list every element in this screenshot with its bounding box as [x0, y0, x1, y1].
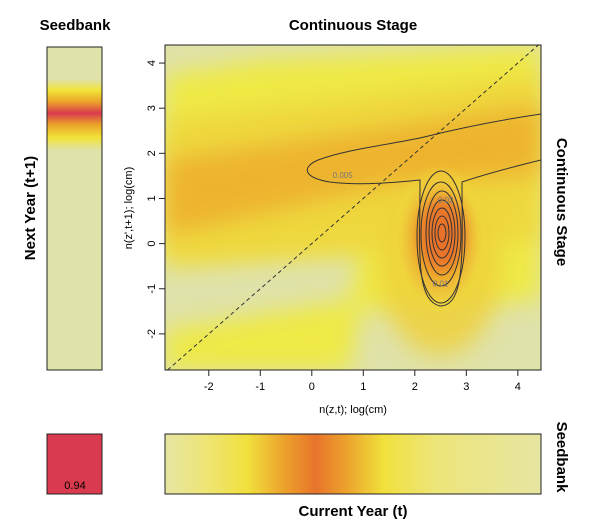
main-ylabel: n(z',t+1); log(cm) [123, 167, 135, 249]
contour-level-2 [416, 170, 466, 304]
x-tick-label: -2 [204, 381, 214, 393]
continuous-top-title: Continuous Stage [289, 17, 417, 34]
y-tick-label: -2 [146, 329, 158, 339]
x-tick-label: 4 [515, 381, 521, 393]
y-tick-label: 3 [146, 105, 158, 111]
seedbank-row-panel [164, 433, 542, 495]
main-xlabel: n(z,t); log(cm) [319, 404, 387, 416]
contour-lines [306, 113, 541, 307]
x-tick-label: 1 [360, 381, 366, 393]
y-tick-label: 4 [146, 60, 158, 66]
y-axis: -2 -1 0 1 2 3 4 [146, 60, 165, 339]
y-tick-label: 1 [146, 195, 158, 201]
contour-level-6 [431, 207, 453, 259]
heatmap-band-core [165, 105, 541, 235]
identity-line [167, 45, 539, 370]
y-tick-label: -1 [146, 284, 158, 294]
x-axis: -2 -1 0 1 2 3 4 [204, 370, 521, 393]
seedbank-cell [46, 433, 103, 495]
contour-level-8 [437, 223, 447, 243]
contour-labels: 0.005 0.02 0.01 [333, 171, 454, 288]
seedbank-column-panel [46, 46, 103, 371]
x-tick-label: -1 [255, 381, 265, 393]
y-tick-label: 2 [146, 150, 158, 156]
contour-level-4 [425, 190, 459, 276]
left-ylabel: Next Year (t+1) [22, 156, 39, 260]
x-tick-label: 2 [412, 381, 418, 393]
contour-0.005 [306, 113, 541, 307]
right-continuous-title: Continuous Stage [553, 138, 570, 266]
right-seedbank-title: Seedbank [553, 422, 570, 494]
main-plot-frame [164, 44, 542, 371]
contour-label: 0.005 [333, 171, 354, 180]
contour-label: 0.02 [438, 196, 454, 205]
contour-level-5 [428, 199, 456, 267]
contour-level-7 [434, 215, 450, 251]
y-tick-label: 0 [146, 241, 158, 247]
seedbank-top-title: Seedbank [40, 17, 112, 34]
bottom-xlabel: Current Year (t) [299, 503, 408, 520]
contour-level-3 [420, 181, 462, 287]
x-tick-label: 3 [463, 381, 469, 393]
contour-label: 0.01 [433, 279, 449, 288]
x-tick-label: 0 [309, 381, 315, 393]
heatmap-layer: 0.005 0.02 0.01 [165, 45, 541, 370]
seedbank-cell-value: 0.94 [64, 480, 85, 492]
